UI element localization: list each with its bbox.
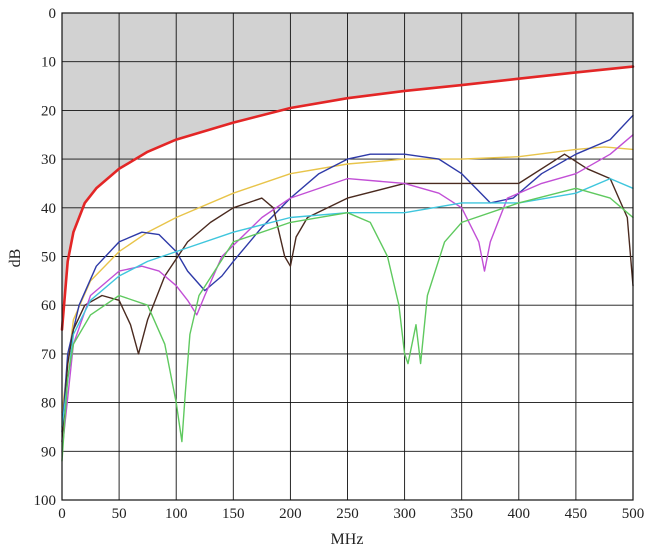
x-tick-label: 250 (336, 506, 359, 522)
series-line-2 (61, 114, 634, 433)
y-tick-label: 60 (41, 298, 56, 314)
x-tick-label: 500 (622, 506, 645, 522)
x-tick-label: 100 (165, 506, 188, 522)
y-axis-ticks: 0 10 20 30 40 50 60 70 80 90 100 (34, 6, 57, 509)
series-line-5 (61, 177, 634, 428)
y-tick-label: 80 (41, 396, 56, 412)
x-tick-label: 50 (112, 506, 127, 522)
y-tick-label: 50 (41, 250, 56, 266)
y-tick-label: 90 (41, 444, 56, 460)
x-axis-title: MHz (331, 531, 364, 548)
series-line-4 (61, 134, 634, 452)
x-tick-label: 200 (279, 506, 302, 522)
y-tick-label: 10 (41, 55, 56, 71)
y-tick-label: 30 (41, 152, 56, 168)
y-tick-label: 100 (34, 493, 57, 509)
plot-frame (61, 12, 634, 501)
y-tick-label: 0 (49, 6, 57, 22)
shaded-region (62, 13, 633, 330)
y-tick-label: 40 (41, 201, 56, 217)
series-line-1 (61, 146, 634, 413)
series-line-6 (61, 187, 634, 462)
x-tick-label: 150 (222, 506, 245, 522)
x-tick-label: 400 (508, 506, 531, 522)
y-axis-title: dB (7, 249, 24, 268)
series-line-0 (60, 65, 635, 331)
y-tick-label: 20 (41, 103, 56, 119)
x-tick-label: 350 (450, 506, 473, 522)
series-line-3 (61, 153, 634, 443)
plot-area (60, 12, 635, 501)
x-tick-label: 0 (58, 506, 66, 522)
x-tick-label: 300 (393, 506, 416, 522)
x-tick-label: 450 (565, 506, 588, 522)
y-tick-label: 70 (41, 347, 56, 363)
x-axis-ticks: 0 50 100 150 200 250 300 350 400 450 500 (58, 506, 644, 522)
